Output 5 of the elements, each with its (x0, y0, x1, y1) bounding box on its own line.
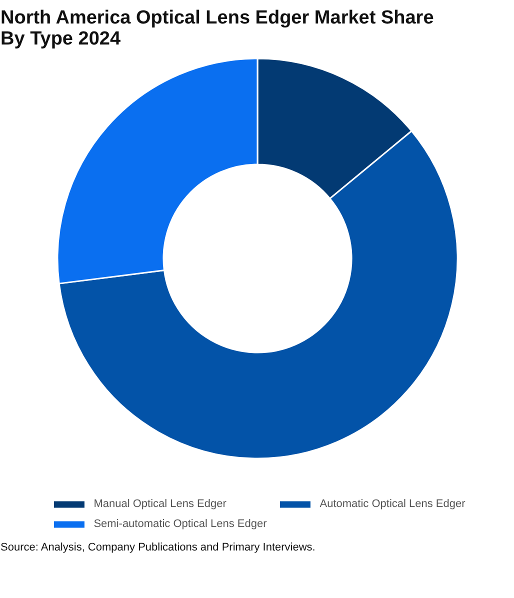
legend-label: Automatic Optical Lens Edger (320, 498, 466, 510)
chart-title: North America Optical Lens Edger Market Share By Type 2024 (0, 8, 434, 50)
legend-label: Manual Optical Lens Edger (94, 498, 226, 510)
source-note: Source: Analysis, Company Publications and Primary Interviews. (0, 542, 316, 554)
legend-label: Semi-automatic Optical Lens Edger (94, 518, 267, 530)
